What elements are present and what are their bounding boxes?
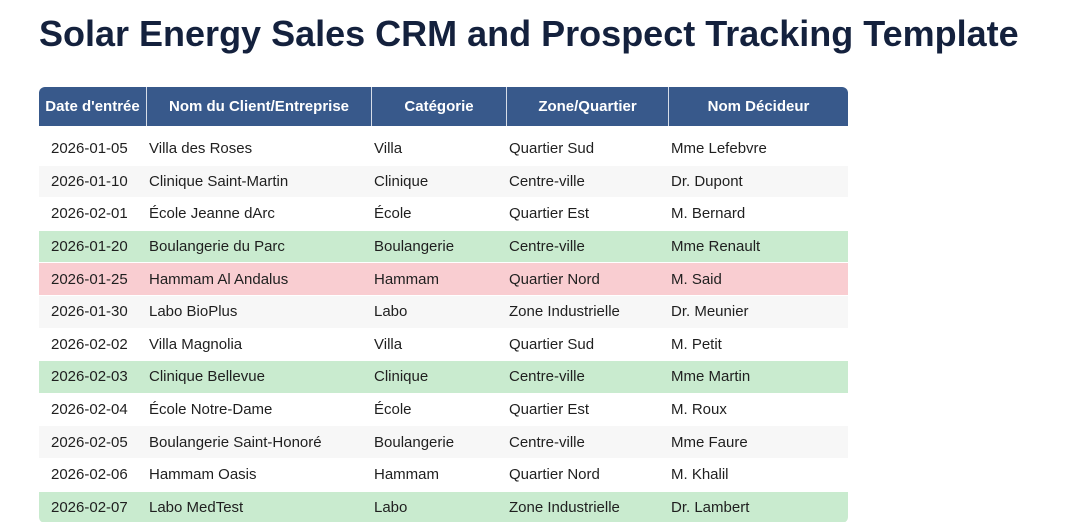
table-row[interactable]: 2026-02-07 Labo MedTest Labo Zone Industrie… [39,490,848,522]
header-spacer [39,126,848,132]
table-row[interactable]: 2026-01-25 Hammam Al Andalus Hammam Quartie… [39,262,848,295]
table-row[interactable]: 2026-01-20 Boulangerie du Parc Boulangerie… [39,229,848,263]
cell-date[interactable]: 2026-02-03 [39,360,147,393]
cell-date[interactable]: 2026-02-04 [39,392,147,426]
cell-zone[interactable]: Centre-ville [507,229,669,263]
column-header-date[interactable]: Date d'entrée [39,87,147,126]
cell-category[interactable]: Clinique [372,360,507,393]
cell-date[interactable]: 2026-01-20 [39,229,147,263]
cell-category[interactable]: Villa [372,327,507,361]
cell-date[interactable]: 2026-01-30 [39,294,147,328]
page-title: Solar Energy Sales CRM and Prospect Trac… [39,13,1019,54]
cell-decider-name[interactable]: M. Petit [669,327,848,361]
cell-category[interactable]: Clinique [372,164,507,198]
cell-zone[interactable]: Quartier Est [507,392,669,426]
cell-decider-name[interactable]: Dr. Lambert [669,490,848,522]
cell-client-name[interactable]: Boulangerie du Parc [147,229,372,263]
cell-category[interactable]: Hammam [372,457,507,491]
cell-zone[interactable]: Centre-ville [507,360,669,393]
table-header-row: Date d'entrée Nom du Client/Entreprise C… [39,87,848,126]
cell-zone[interactable]: Quartier Est [507,197,669,230]
cell-client-name[interactable]: Clinique Bellevue [147,360,372,393]
cell-date[interactable]: 2026-02-05 [39,425,147,458]
cell-decider-name[interactable]: M. Bernard [669,197,848,230]
cell-zone[interactable]: Zone Industrielle [507,490,669,522]
cell-client-name[interactable]: Labo MedTest [147,490,372,522]
column-header-zone[interactable]: Zone/Quartier [507,87,669,126]
cell-zone[interactable]: Centre-ville [507,425,669,458]
cell-client-name[interactable]: Labo BioPlus [147,294,372,328]
cell-category[interactable]: Boulangerie [372,425,507,458]
table-row[interactable]: 2026-01-30 Labo BioPlus Labo Zone Industrie… [39,294,848,328]
column-header-client[interactable]: Nom du Client/Entreprise [147,87,372,126]
table-row[interactable]: 2026-02-01 École Jeanne dArc École Quartier… [39,197,848,230]
table-row[interactable]: 2026-01-10 Clinique Saint-Martin Clinique C… [39,164,848,198]
cell-date[interactable]: 2026-02-06 [39,457,147,491]
cell-date[interactable]: 2026-02-02 [39,327,147,361]
table-row[interactable]: 2026-02-03 Clinique Bellevue Clinique Centr… [39,360,848,393]
cell-client-name[interactable]: École Jeanne dArc [147,197,372,230]
cell-decider-name[interactable]: Mme Lefebvre [669,132,848,165]
cell-category[interactable]: Boulangerie [372,229,507,263]
cell-date[interactable]: 2026-01-05 [39,132,147,165]
cell-decider-name[interactable]: M. Khalil [669,457,848,491]
table-row[interactable]: 2026-01-05 Villa des Roses Villa Quartier S… [39,132,848,165]
cell-zone[interactable]: Quartier Nord [507,457,669,491]
cell-category[interactable]: Hammam [372,262,507,295]
cell-decider-name[interactable]: Mme Faure [669,425,848,458]
cell-client-name[interactable]: Hammam Al Andalus [147,262,372,295]
cell-category[interactable]: Villa [372,132,507,165]
cell-decider-name[interactable]: M. Said [669,262,848,295]
cell-client-name[interactable]: Clinique Saint-Martin [147,164,372,198]
cell-decider-name[interactable]: Mme Renault [669,229,848,263]
cell-date[interactable]: 2026-01-25 [39,262,147,295]
cell-zone[interactable]: Quartier Sud [507,132,669,165]
table-body: 2026-01-05 Villa des Roses Villa Quartier S… [39,126,848,522]
table-row[interactable]: 2026-02-05 Boulangerie Saint-Honoré Boulan… [39,425,848,458]
cell-client-name[interactable]: Hammam Oasis [147,457,372,491]
cell-decider-name[interactable]: Mme Martin [669,360,848,393]
cell-client-name[interactable]: Boulangerie Saint-Honoré [147,425,372,458]
cell-category[interactable]: Labo [372,490,507,522]
cell-decider-name[interactable]: M. Roux [669,392,848,426]
cell-date[interactable]: 2026-02-01 [39,197,147,230]
cell-category[interactable]: École [372,392,507,426]
cell-client-name[interactable]: École Notre-Dame [147,392,372,426]
prospect-table: Date d'entrée Nom du Client/Entreprise C… [39,87,848,522]
table-row[interactable]: 2026-02-04 École Notre-Dame École Quartier … [39,392,848,426]
cell-zone[interactable]: Quartier Nord [507,262,669,295]
column-header-category[interactable]: Catégorie [372,87,507,126]
table-row[interactable]: 2026-02-06 Hammam Oasis Hammam Quartier Nor… [39,457,848,491]
cell-date[interactable]: 2026-01-10 [39,164,147,198]
cell-zone[interactable]: Quartier Sud [507,327,669,361]
cell-client-name[interactable]: Villa des Roses [147,132,372,165]
column-header-decider[interactable]: Nom Décideur [669,87,848,126]
cell-category[interactable]: École [372,197,507,230]
cell-category[interactable]: Labo [372,294,507,328]
cell-decider-name[interactable]: Dr. Dupont [669,164,848,198]
table-row[interactable]: 2026-02-02 Villa Magnolia Villa Quartier Su… [39,327,848,361]
cell-zone[interactable]: Centre-ville [507,164,669,198]
cell-decider-name[interactable]: Dr. Meunier [669,294,848,328]
cell-date[interactable]: 2026-02-07 [39,490,147,522]
cell-zone[interactable]: Zone Industrielle [507,294,669,328]
cell-client-name[interactable]: Villa Magnolia [147,327,372,361]
